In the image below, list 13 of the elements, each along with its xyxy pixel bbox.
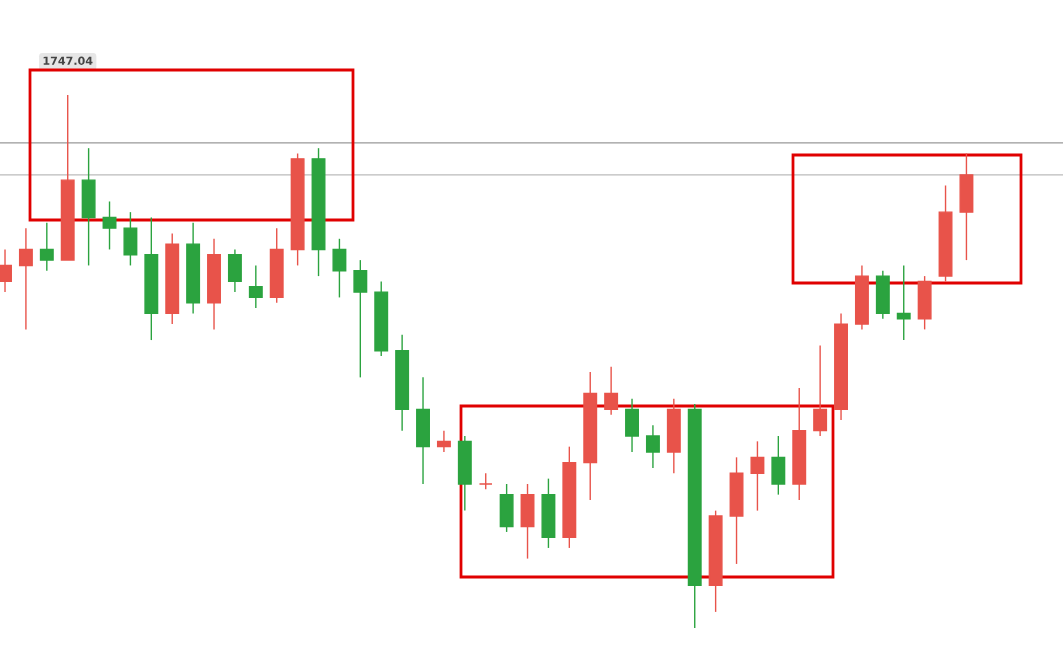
candlestick — [248, 264, 263, 309]
candlestick — [332, 238, 347, 299]
candlestick — [750, 440, 765, 512]
candlestick — [813, 344, 828, 437]
candlestick — [896, 264, 911, 341]
annotation: 1747.04 — [43, 56, 93, 65]
candlestick — [39, 222, 54, 272]
candlestick — [102, 200, 117, 251]
candlestick — [436, 429, 451, 453]
candlestick — [604, 366, 619, 416]
candlestick — [353, 259, 368, 379]
candlestick — [645, 424, 660, 469]
candlestick — [18, 227, 33, 331]
